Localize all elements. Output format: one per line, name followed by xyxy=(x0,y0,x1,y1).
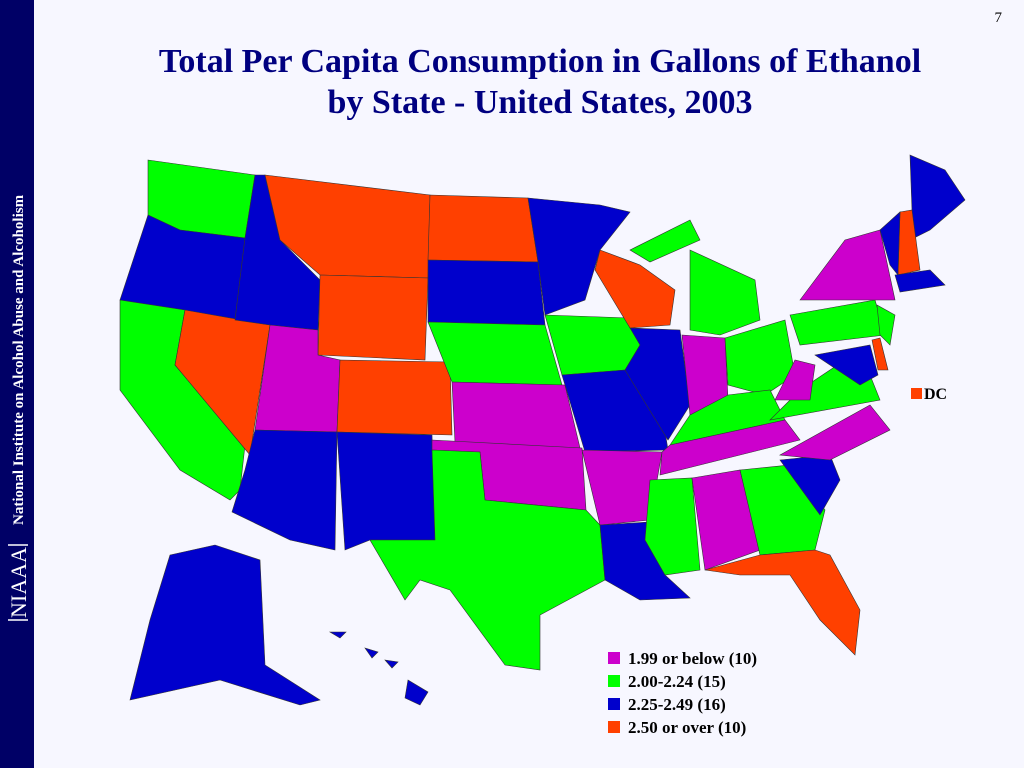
state xyxy=(894,269,946,293)
sidebar-logo: NIAAA xyxy=(6,547,31,618)
state xyxy=(451,381,581,449)
state xyxy=(404,679,429,706)
legend-label: 2.25-2.49 (16) xyxy=(628,695,726,714)
us-map xyxy=(119,154,966,706)
legend-swatch xyxy=(608,721,620,733)
state xyxy=(427,194,539,263)
state xyxy=(369,449,606,671)
state xyxy=(624,327,691,441)
dc-marker xyxy=(911,388,922,399)
state xyxy=(527,197,631,316)
state xyxy=(704,549,861,656)
legend-label: 2.50 or over (10) xyxy=(628,718,746,737)
state xyxy=(876,304,896,346)
state xyxy=(629,219,701,263)
title-line: Total Per Capita Consumption in Gallons … xyxy=(159,43,921,80)
state xyxy=(779,404,891,461)
state xyxy=(814,344,879,386)
state xyxy=(594,249,676,329)
legend-swatch xyxy=(608,652,620,664)
state xyxy=(336,359,453,436)
state xyxy=(427,259,546,326)
state xyxy=(364,647,379,659)
state xyxy=(336,431,436,551)
legend-swatch xyxy=(608,675,620,687)
state xyxy=(644,477,701,576)
legend-label: 1.99 or below (10) xyxy=(628,649,757,668)
page-number: 7 xyxy=(995,10,1003,26)
sidebar-org: National Institute on Alcohol Abuse and … xyxy=(11,194,27,525)
state xyxy=(659,419,801,476)
title-line: by State - United States, 2003 xyxy=(328,84,753,121)
state xyxy=(774,359,816,401)
state xyxy=(384,659,399,669)
state xyxy=(328,631,347,639)
state xyxy=(689,249,761,336)
state xyxy=(871,337,889,371)
state xyxy=(669,389,786,446)
legend: 1.99 or below (10) 2.00-2.24 (15) 2.25-2.4… xyxy=(608,649,757,737)
state xyxy=(799,229,896,301)
legend-label: 2.00-2.24 (15) xyxy=(628,672,726,691)
state xyxy=(129,544,321,706)
sidebar xyxy=(0,0,34,768)
legend-swatch xyxy=(608,698,620,710)
state xyxy=(544,314,641,376)
dc-label: DC xyxy=(924,386,947,403)
state xyxy=(724,319,796,396)
state xyxy=(317,274,429,361)
